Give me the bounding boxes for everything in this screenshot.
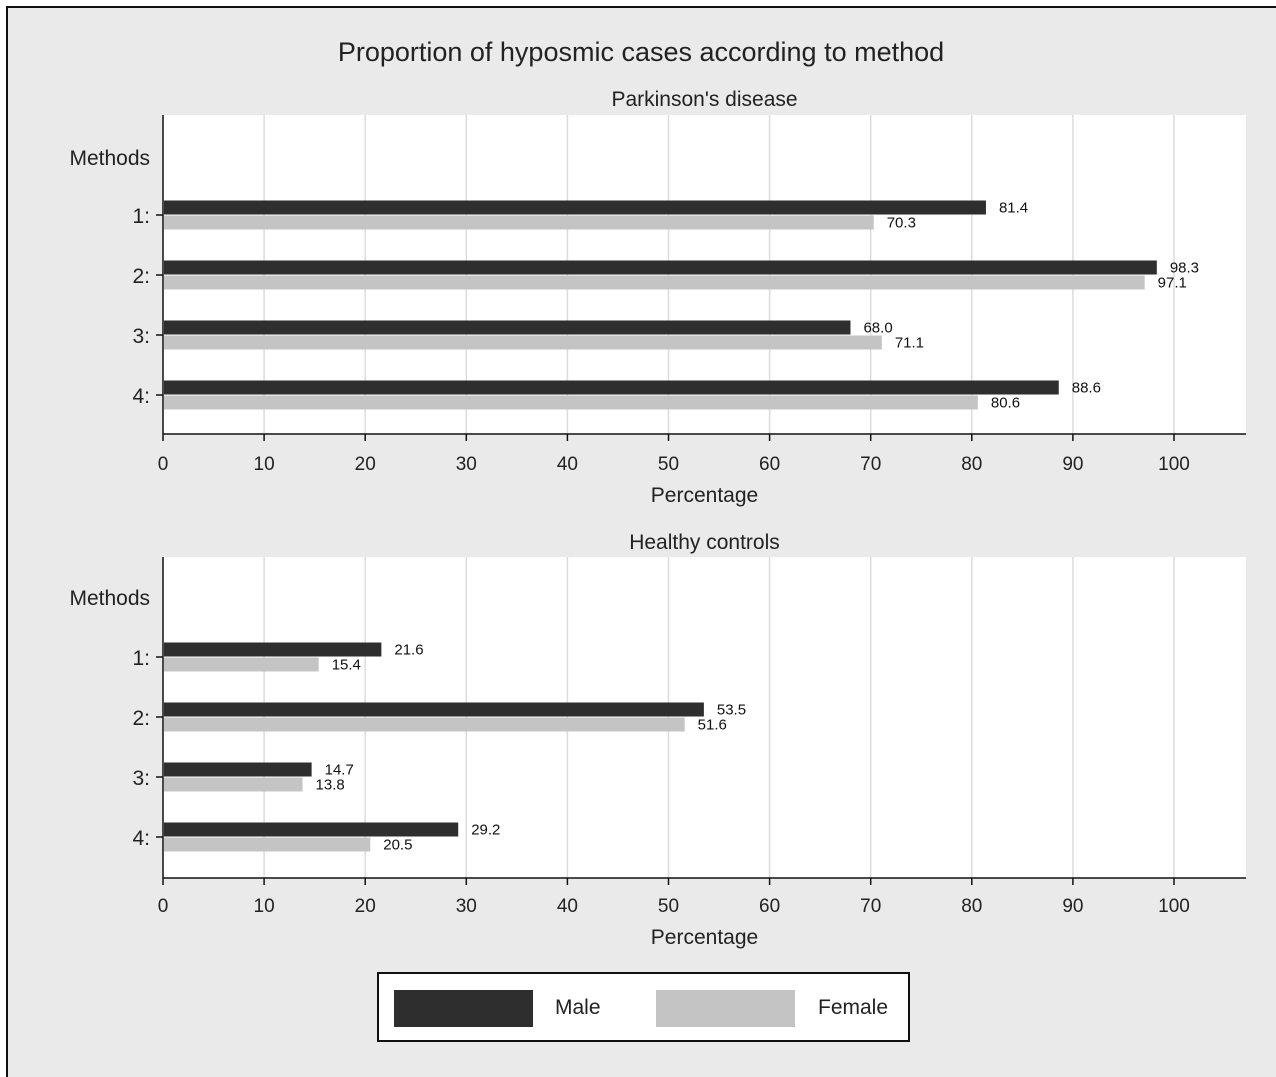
panel-1-bar-male <box>164 380 1059 395</box>
chart-title: Proportion of hyposmic cases according t… <box>337 37 945 67</box>
panel-2-category-label: 2: <box>132 707 150 730</box>
panel-1-bar-male <box>164 260 1157 275</box>
panel-1-bar-female <box>164 395 978 410</box>
legend-label-male: Male <box>555 996 601 1019</box>
panel-1-x-tick-label: 100 <box>1158 454 1190 475</box>
legend: Male Female <box>377 972 910 1042</box>
panel-2-x-tick-label: 10 <box>254 896 275 917</box>
panel-2-x-tick-label: 20 <box>355 896 376 917</box>
panel-1-x-tick-label: 70 <box>860 454 881 475</box>
panel-1-data-label-female: 70.3 <box>887 215 916 232</box>
panel-2-bar-male <box>164 762 312 777</box>
panel-2-x-tick-label: 60 <box>759 896 780 917</box>
panel-2-y-axis-title: Methods <box>69 587 150 610</box>
panel-2-data-label-female: 15.4 <box>332 657 361 674</box>
panel-1-data-label-male: 88.6 <box>1072 380 1101 397</box>
panel-2-data-label-male: 29.2 <box>471 822 500 839</box>
panel-2-bar-female <box>164 657 319 672</box>
panel-2-data-label-male: 21.6 <box>394 642 423 659</box>
panel-2-bar-female <box>164 777 303 792</box>
panel-2-x-tick-label: 40 <box>557 896 578 917</box>
panel-1-x-tick-label: 20 <box>355 454 376 475</box>
panel-1-category-label: 2: <box>132 265 150 288</box>
panel-1-x-tick-label: 60 <box>759 454 780 475</box>
legend-swatch-male <box>394 990 533 1027</box>
legend-label-female: Female <box>818 996 889 1019</box>
panel-1-x-tick-label: 10 <box>254 454 275 475</box>
panel-1-data-label-female: 71.1 <box>895 335 924 352</box>
panel-1-x-tick-label: 30 <box>456 454 477 475</box>
panel-1-category-label: 3: <box>132 325 150 348</box>
panel-1-data-label-male: 81.4 <box>999 200 1028 217</box>
panel-2-x-tick-label: 90 <box>1062 896 1083 917</box>
panel-2-subtitle: Healthy controls <box>629 531 780 554</box>
panel-1-bar-male <box>164 200 986 215</box>
panel-2-data-label-male: 53.5 <box>717 702 746 719</box>
panel-2-x-axis-title: Percentage <box>651 926 758 949</box>
panel-1-y-axis-title: Methods <box>69 147 150 170</box>
panel-1-bar-female <box>164 215 874 230</box>
panel-2-category-label: 3: <box>132 767 150 790</box>
panel-2-x-tick-label: 80 <box>961 896 982 917</box>
panel-2-x-tick-label: 0 <box>158 896 169 917</box>
legend-swatch-female <box>656 990 795 1027</box>
panel-1-data-label-male: 68.0 <box>863 320 892 337</box>
panel-2-bar-female <box>164 717 685 732</box>
panel-1-x-tick-label: 90 <box>1062 454 1083 475</box>
panel-2-data-label-female: 51.6 <box>698 717 727 734</box>
panel-1-x-tick-label: 0 <box>158 454 169 475</box>
panel-1-x-tick-label: 50 <box>658 454 679 475</box>
panel-1-x-tick-label: 80 <box>961 454 982 475</box>
panel-1-category-label: 4: <box>132 385 150 408</box>
panel-1-bar-female <box>164 335 882 350</box>
panel-2-data-label-female: 20.5 <box>383 837 412 854</box>
panel-1-x-tick-label: 40 <box>557 454 578 475</box>
panel-1-bar-male <box>164 320 851 335</box>
panel-2-category-label: 4: <box>132 827 150 850</box>
panel-1-category-label: 1: <box>132 205 150 228</box>
panel-2-bar-male <box>164 642 382 657</box>
panel-2-data-label-male: 14.7 <box>325 762 354 779</box>
panel-2-bar-male <box>164 822 459 837</box>
panel-1-data-label-female: 80.6 <box>991 395 1020 412</box>
panel-2-x-tick-label: 100 <box>1158 896 1190 917</box>
panel-1-data-label-female: 97.1 <box>1158 275 1187 292</box>
panel-2-category-label: 1: <box>132 647 150 670</box>
panel-2-data-label-female: 13.8 <box>316 777 345 794</box>
panel-2-x-tick-label: 30 <box>456 896 477 917</box>
panel-2-x-tick-label: 70 <box>860 896 881 917</box>
panel-1-data-label-male: 98.3 <box>1170 260 1199 277</box>
panel-2-bar-male <box>164 702 704 717</box>
panel-1-x-axis-title: Percentage <box>651 484 758 507</box>
panel-1-subtitle: Parkinson's disease <box>611 88 797 111</box>
panel-2-bar-female <box>164 837 371 852</box>
panel-2-x-tick-label: 50 <box>658 896 679 917</box>
panel-1-bar-female <box>164 275 1145 290</box>
